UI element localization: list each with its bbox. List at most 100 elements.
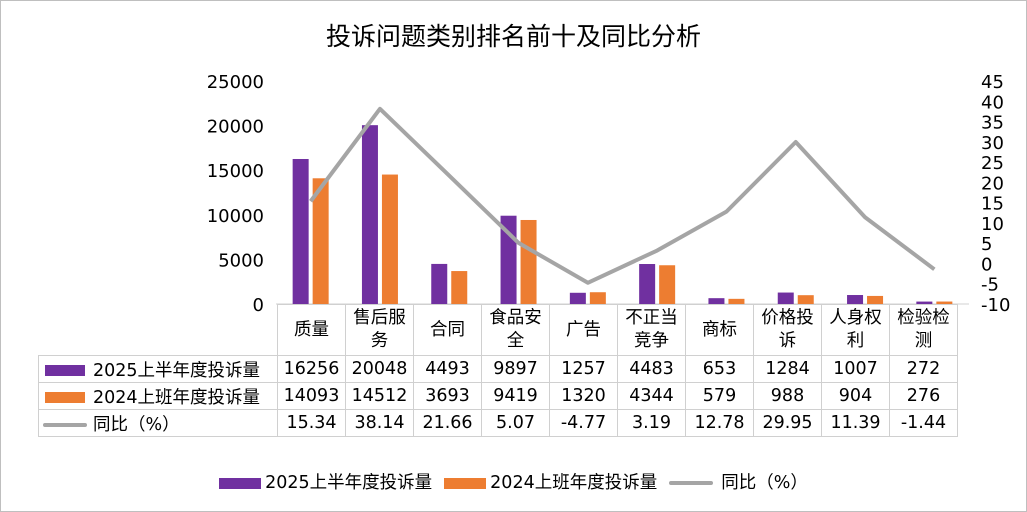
table-cell: 4483	[617, 355, 686, 383]
table-cell: 11.39	[821, 409, 890, 437]
table-cell: 14093	[277, 382, 346, 410]
right-tick-label: -10	[981, 295, 1010, 316]
table-cell: 272	[889, 355, 958, 383]
category-label: 检验检测	[889, 304, 958, 356]
left-tick-label: 25000	[207, 72, 264, 93]
bar-2025	[361, 125, 378, 304]
left-tick-label: 10000	[207, 206, 264, 227]
legend-swatch	[444, 477, 487, 489]
category-label: 合同	[413, 304, 482, 356]
data-table: 质量 售后服务 合同 食品安全 广告 不正当竞争 商标 价格投诉 人身权利 检验检测 2025上半年…	[38, 304, 958, 437]
category-label: 质量	[277, 304, 346, 356]
series-name: 2025上半年度投诉量	[93, 360, 261, 381]
right-tick-label: 35	[981, 113, 1004, 134]
chart-title: 投诉问题类别排名前十及同比分析	[325, 22, 701, 51]
table-cell: 9419	[481, 382, 550, 410]
legend-item: 2024上班年度投诉量	[444, 473, 657, 493]
table-cell: 276	[889, 382, 958, 410]
bar-2024	[451, 271, 468, 304]
bar-2025	[847, 295, 864, 304]
bar-2024	[936, 301, 953, 304]
right-tick-label: 45	[981, 72, 1004, 93]
category-label: 价格投诉	[753, 304, 822, 356]
table-row: 2025上半年度投诉量 16256 20048 4493 9897 1257 4483 653…	[38, 355, 958, 383]
table-cell: 4493	[413, 355, 482, 383]
series-name: 同比（%）	[93, 414, 180, 435]
legend-label: 同比（%）	[721, 473, 808, 493]
right-tick-label: 20	[981, 173, 1004, 194]
bar-2025	[292, 158, 309, 304]
table-cell: 9897	[481, 355, 550, 383]
right-tick-label: 5	[981, 234, 992, 255]
table-row: 同比（%） 15.34 38.14 21.66 5.07 -4.77 3.19 12.78 29…	[38, 409, 958, 437]
table-cell: 29.95	[753, 409, 822, 437]
table-row: 2024上班年度投诉量 14093 14512 3693 9419 1320 4344 579…	[38, 382, 958, 410]
table-cell: 988	[753, 382, 822, 410]
table-cell: -4.77	[549, 409, 618, 437]
bar-2025	[916, 301, 933, 304]
left-tick-label: 5000	[218, 250, 264, 271]
bar-2025	[708, 298, 725, 304]
bar-2024	[381, 174, 398, 304]
legend-line-swatch	[43, 422, 87, 427]
right-tick-label: -5	[981, 275, 999, 296]
table-cell: 21.66	[413, 409, 482, 437]
bar-2025	[777, 292, 794, 304]
table-cell: 904	[821, 382, 890, 410]
bar-2025	[639, 264, 656, 304]
right-tick-label: 10	[981, 214, 1004, 235]
legend-swatch	[219, 477, 262, 489]
right-tick-label: 15	[981, 194, 1004, 215]
left-tick-label: 20000	[207, 117, 264, 138]
bar-2024	[520, 219, 537, 304]
category-label: 广告	[549, 304, 618, 356]
table-corner	[38, 304, 278, 356]
table-cell: 1284	[753, 355, 822, 383]
legend: 2025上半年度投诉量 2024上班年度投诉量 同比（%）	[1, 469, 1026, 494]
table-cell: 1007	[821, 355, 890, 383]
bar-2024	[867, 295, 884, 304]
bar-2024	[659, 265, 676, 304]
category-label: 商标	[685, 304, 754, 356]
table-cell: 12.78	[685, 409, 754, 437]
table-cell: 3693	[413, 382, 482, 410]
table-cell: 20048	[345, 355, 414, 383]
legend-label: 2024上班年度投诉量	[490, 473, 658, 493]
legend-label: 2025上半年度投诉量	[265, 473, 433, 493]
table-cell: 1257	[549, 355, 618, 383]
table-cell: 579	[685, 382, 754, 410]
table-cell: 14512	[345, 382, 414, 410]
left-tick-label: 15000	[207, 161, 264, 182]
yoy-line	[309, 106, 936, 285]
table-cell: 4344	[617, 382, 686, 410]
right-tick-label: 40	[981, 92, 1004, 113]
table-cell: -1.44	[889, 409, 958, 437]
bar-2024	[312, 178, 329, 304]
legend-swatch	[45, 392, 85, 403]
table-cell: 653	[685, 355, 754, 383]
table-cell: 5.07	[481, 409, 550, 437]
legend-item: 同比（%）	[669, 473, 808, 493]
table-cell: 1320	[549, 382, 618, 410]
bar-2024	[589, 292, 606, 304]
category-label: 售后服务	[345, 304, 414, 356]
bar-2025	[569, 292, 586, 304]
right-tick-label: 25	[981, 153, 1004, 174]
bar-2025	[431, 263, 448, 304]
right-tick-label: 0	[981, 254, 992, 275]
table-cell: 38.14	[345, 409, 414, 437]
right-tick-label: 30	[981, 133, 1004, 154]
category-label: 食品安全	[481, 304, 550, 356]
legend-swatch	[45, 365, 85, 376]
table-cell: 3.19	[617, 409, 686, 437]
bar-2024	[797, 295, 814, 304]
bar-2024	[728, 298, 745, 304]
table-cell: 15.34	[277, 409, 346, 437]
category-label: 不正当竞争	[617, 304, 686, 356]
table-cell: 16256	[277, 355, 346, 383]
legend-item: 2025上半年度投诉量	[219, 473, 432, 493]
legend-line-swatch	[669, 481, 714, 485]
series-name: 2024上班年度投诉量	[93, 387, 261, 408]
